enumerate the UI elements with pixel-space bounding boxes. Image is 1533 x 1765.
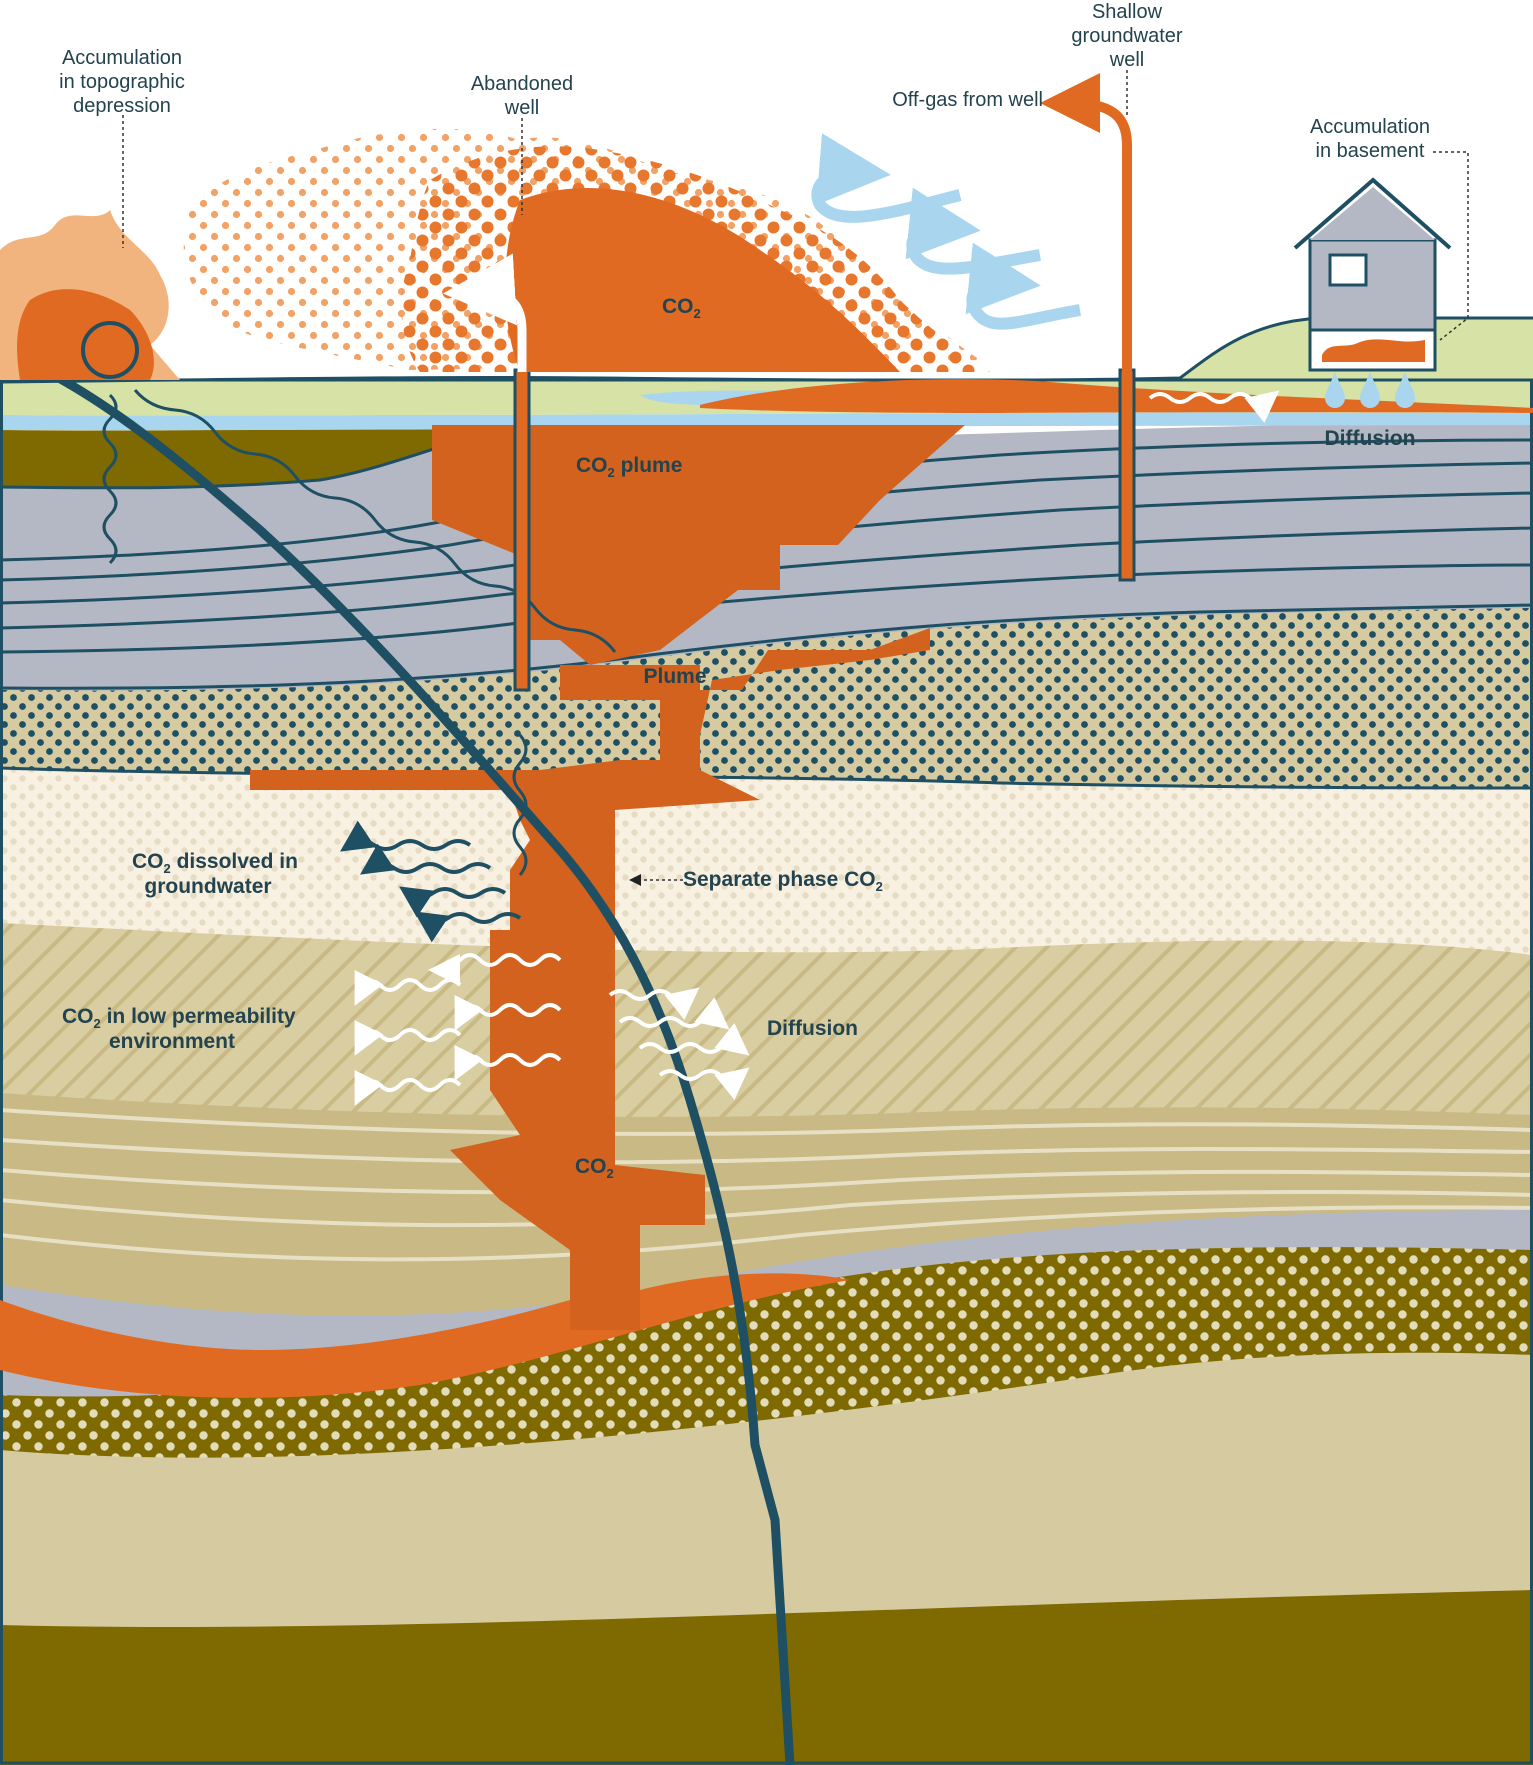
co2-cloud-halftone — [183, 128, 990, 372]
water-table — [0, 412, 1533, 431]
svg-text:environment: environment — [109, 1030, 235, 1053]
shallow-groundwater-well — [1118, 368, 1136, 582]
label-co2-deep: CO2 — [575, 1155, 614, 1181]
wavy-migration-lines — [102, 389, 617, 876]
svg-text:groundwater: groundwater — [144, 875, 271, 898]
label-dissolved: CO2 dissolved in groundwater — [132, 850, 298, 898]
house-icon — [1293, 177, 1452, 408]
co2-separate-phase-column — [250, 628, 930, 1330]
svg-text:in topographic: in topographic — [59, 71, 185, 93]
fault-line — [0, 347, 795, 1765]
label-diffusion-mid: Diffusion — [767, 1017, 858, 1040]
hatched-low-permeability-layer — [0, 920, 1533, 1117]
co2-near-surface-spread — [700, 379, 1533, 413]
diffusion-arrow-surface — [1148, 390, 1280, 423]
svg-text:well: well — [504, 97, 539, 119]
svg-text:depression: depression — [73, 95, 171, 117]
dotted-olive-aquifer — [0, 1242, 1533, 1458]
co2-deep-reservoir-arc — [0, 1273, 850, 1398]
wind-swirl-arrows — [811, 133, 1081, 330]
co2-puff-depression — [0, 210, 180, 380]
block-outline — [0, 378, 1533, 1765]
svg-text:Accumulation: Accumulation — [1310, 116, 1430, 138]
label-offgas: Off-gas from well — [892, 89, 1043, 111]
dissolved-arrows — [340, 820, 522, 943]
svg-text:CO2 dissolved in: CO2 dissolved in — [132, 850, 298, 876]
label-plume: Plume — [643, 665, 706, 688]
bottom-olive-layer — [0, 1585, 1533, 1765]
svg-text:Abandoned: Abandoned — [471, 73, 573, 95]
label-co2-cloud: CO2 — [662, 295, 701, 321]
tan-striped-strata — [0, 1090, 1533, 1316]
diffusion-arrows-low-perm — [354, 953, 750, 1106]
label-shallow-groundwater-well: Shallow groundwater well — [1071, 1, 1183, 71]
label-accumulation-basement: Accumulation in basement — [1310, 116, 1430, 162]
co2-plume-shallow — [432, 425, 965, 665]
leader-lines — [122, 70, 1469, 886]
svg-text:well: well — [1109, 49, 1144, 71]
label-accumulation-depression: Accumulation in topographic depression — [59, 47, 185, 117]
cream-dotted-aquifer — [0, 765, 1533, 955]
svg-text:in basement: in basement — [1316, 140, 1425, 162]
offgas-arrow — [1040, 73, 1132, 372]
svg-text:groundwater: groundwater — [1071, 25, 1183, 47]
abandoned-well-vent-arrow — [443, 253, 527, 372]
svg-text:Accumulation: Accumulation — [62, 47, 182, 69]
abandoned-well — [513, 368, 531, 692]
label-co2-plume: CO2 plume — [576, 454, 682, 480]
label-diffusion-top: Diffusion — [1325, 427, 1416, 450]
label-abandoned-well: Abandoned well — [471, 73, 573, 119]
label-low-permeability: CO2 in low permeability environment — [62, 1005, 296, 1053]
label-separate-phase: Separate phase CO2 — [683, 868, 883, 894]
svg-text:Shallow: Shallow — [1092, 1, 1163, 23]
svg-text:CO2 in low permeability: CO2 in low permeability — [62, 1005, 296, 1031]
